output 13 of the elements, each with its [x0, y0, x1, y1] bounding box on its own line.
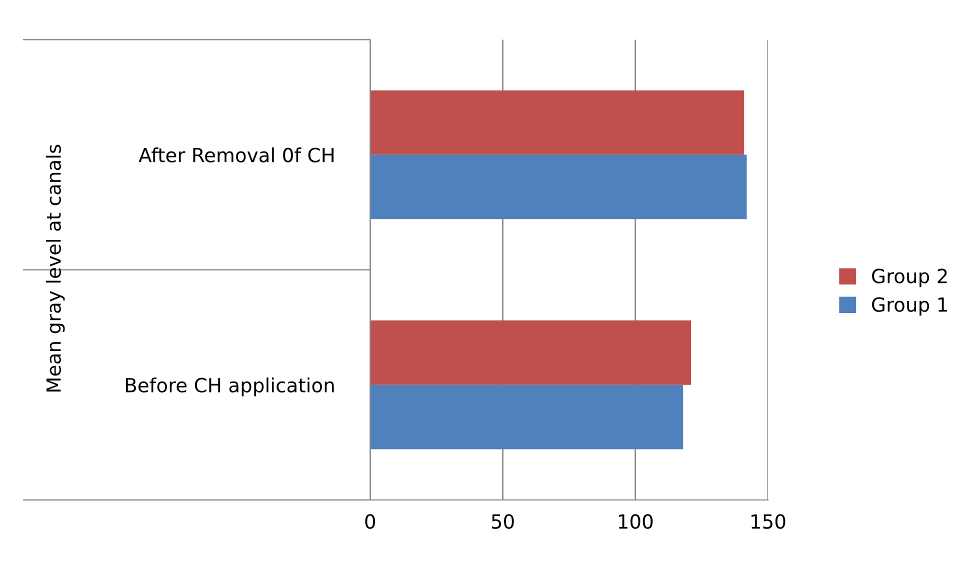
x-tick-label: 0: [365, 514, 376, 529]
y-tick-label: Before CH application: [126, 377, 334, 396]
x-tick-label: 100: [618, 514, 653, 529]
legend-label: Group 1: [872, 297, 947, 316]
bar: [370, 154, 747, 220]
y-axis-title: Mean gray level at canals: [46, 144, 65, 392]
bar: [370, 384, 684, 450]
bar: [370, 320, 692, 385]
x-tick-label: 150: [752, 514, 786, 529]
legend-label: Group 2: [872, 268, 947, 288]
x-tick-label: 50: [492, 514, 514, 529]
bar: [370, 90, 744, 155]
y-tick-label: After Removal 0f CH: [138, 147, 334, 162]
